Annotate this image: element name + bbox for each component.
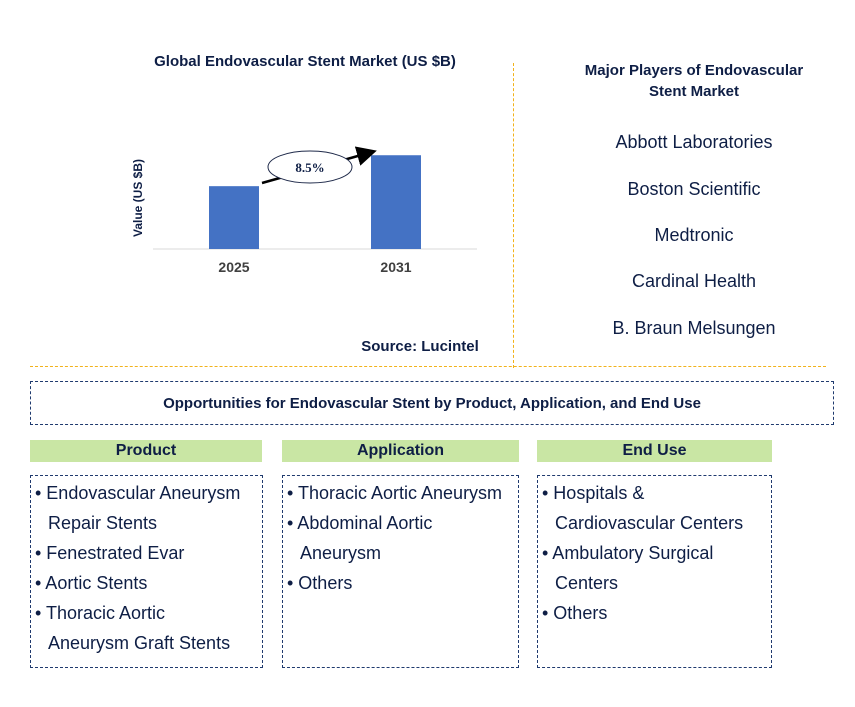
segment-header-end-use: End Use xyxy=(537,440,772,462)
opportunities-banner: Opportunities for Endovascular Stent by … xyxy=(30,381,834,425)
segment-list-end-use: • Hospitals & Cardiovascular Centers • A… xyxy=(537,475,772,668)
players-title-line1: Major Players of Endovascular xyxy=(584,62,804,79)
horizontal-divider xyxy=(30,366,826,367)
source-note: Source: Lucintel xyxy=(361,338,479,355)
player-item: Abbott Laboratories xyxy=(615,132,773,152)
players-title: Major Players of Endovascular Stent Mark… xyxy=(560,60,828,102)
player-item: Medtronic xyxy=(654,225,734,245)
x-tick-label: 2031 xyxy=(380,259,411,275)
list-item: • Fenestrated Evar xyxy=(35,543,185,563)
chart-title: Global Endovascular Stent Market (US $B) xyxy=(154,53,456,70)
cagr-bubble xyxy=(267,150,353,184)
list-item: • Others xyxy=(542,603,608,623)
segment-list-product: • Endovascular Aneurysm Repair Stents • … xyxy=(30,475,263,668)
bar-2031 xyxy=(371,155,421,249)
bar-2025 xyxy=(209,186,259,249)
list-item: • Thoracic Aortic Aneurysm xyxy=(287,483,503,503)
vertical-divider xyxy=(513,63,514,368)
cagr-label: 8.5% xyxy=(295,160,324,175)
opportunities-title: Opportunities for Endovascular Stent by … xyxy=(163,394,701,412)
list-item: • Aortic Stents xyxy=(35,573,148,593)
list-item: • Abdominal Aortic Aneurysm xyxy=(287,513,433,563)
segment-header-product: Product xyxy=(30,440,262,462)
list-item: • Ambulatory Surgical Centers xyxy=(542,543,714,593)
bar-chart: Value (US $B) 2025 2031 8.5% xyxy=(131,146,477,275)
list-item: • Endovascular Aneurysm Repair Stents xyxy=(35,483,241,533)
x-tick-label: 2025 xyxy=(218,259,249,275)
y-axis-label: Value (US $B) xyxy=(131,159,145,237)
segment-list-application: • Thoracic Aortic Aneurysm • Abdominal A… xyxy=(282,475,519,668)
segment-header-application: Application xyxy=(282,440,519,462)
player-item: Cardinal Health xyxy=(631,271,757,291)
list-item: • Thoracic Aortic Aneurysm Graft Stents xyxy=(35,603,231,653)
players-title-line2: Stent Market xyxy=(648,83,740,100)
player-item: Boston Scientific xyxy=(627,179,761,199)
player-item: B. Braun Melsungen xyxy=(612,318,776,338)
list-item: • Others xyxy=(287,573,353,593)
list-item: • Hospitals & Cardiovascular Centers xyxy=(542,483,744,533)
